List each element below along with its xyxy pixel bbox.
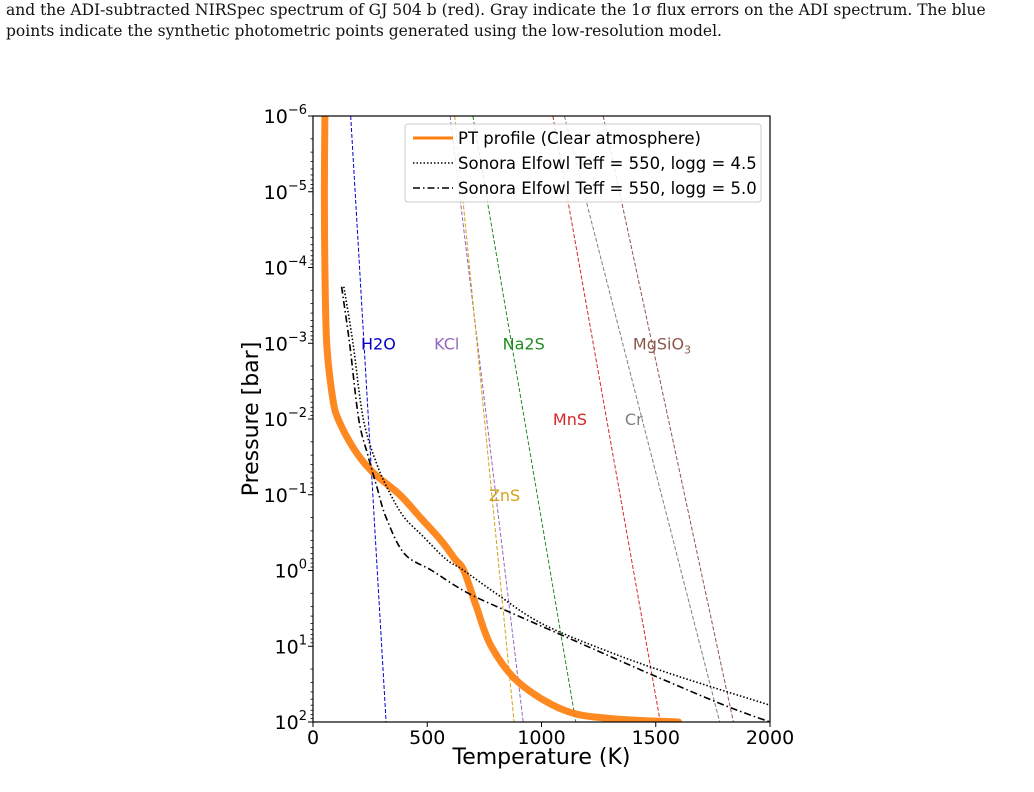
- y-tick-label: 10−5: [264, 179, 307, 204]
- x-tick-label: 500: [409, 727, 445, 749]
- legend-label: Sonora Elfowl Teff = 550, logg = 4.5: [458, 154, 757, 173]
- y-tick-label: 10−3: [264, 330, 307, 355]
- condensation-curve-na2s: [472, 116, 577, 722]
- condensation-curve-zns: [454, 116, 515, 722]
- label-h2o: H2O: [361, 334, 396, 353]
- y-tick-label: 100: [275, 558, 307, 583]
- sonora-line-2: [340, 286, 770, 722]
- plot-area: [320, 116, 770, 722]
- label-cr: Cr: [625, 410, 643, 429]
- x-tick-label: 1000: [517, 727, 565, 749]
- pt-profile-line: [320, 116, 683, 722]
- y-axis-label: Pressure [bar]: [239, 342, 264, 497]
- y-tick-label: 10−1: [264, 482, 307, 507]
- legend-box: [404, 123, 762, 203]
- label-zns: ZnS: [489, 486, 520, 505]
- y-tick-label: 10−6: [264, 103, 307, 128]
- label-mns: MnS: [553, 410, 587, 429]
- y-tick-label: 10−4: [264, 255, 307, 280]
- condensation-curve-mgsio3: [602, 116, 734, 722]
- caption-line-2: points indicate the synthetic photometri…: [6, 22, 722, 40]
- y-tick-label: 102: [275, 709, 307, 734]
- legend-label: Sonora Elfowl Teff = 550, logg = 5.0: [458, 179, 757, 198]
- label-na2s: Na2S: [503, 334, 545, 353]
- sonora-line-1: [343, 286, 770, 706]
- caption-line-1: and the ADI-subtracted NIRSpec spectrum …: [6, 1, 986, 19]
- legend-label: PT profile (Clear atmosphere): [458, 129, 701, 148]
- y-tick-label: 10−2: [264, 406, 307, 431]
- condensation-curve-h2o: [350, 116, 387, 722]
- x-tick-label: 1500: [632, 727, 680, 749]
- y-tick-label: 101: [275, 633, 307, 658]
- x-axis-label: Temperature (K): [452, 745, 631, 770]
- condensation-curve-mns: [552, 116, 661, 722]
- figure-caption: and the ADI-subtracted NIRSpec spectrum …: [6, 0, 1030, 42]
- condensation-curve-cr: [563, 116, 721, 722]
- label-mgsio3: MgSiO3: [633, 334, 691, 356]
- legend: PT profile (Clear atmosphere) Sonora Elfo…: [404, 123, 762, 203]
- label-kcl: KCl: [434, 334, 459, 353]
- x-tick-label: 0: [307, 727, 319, 749]
- axes-frame: [312, 115, 771, 723]
- x-tick-label: 2000: [746, 727, 794, 749]
